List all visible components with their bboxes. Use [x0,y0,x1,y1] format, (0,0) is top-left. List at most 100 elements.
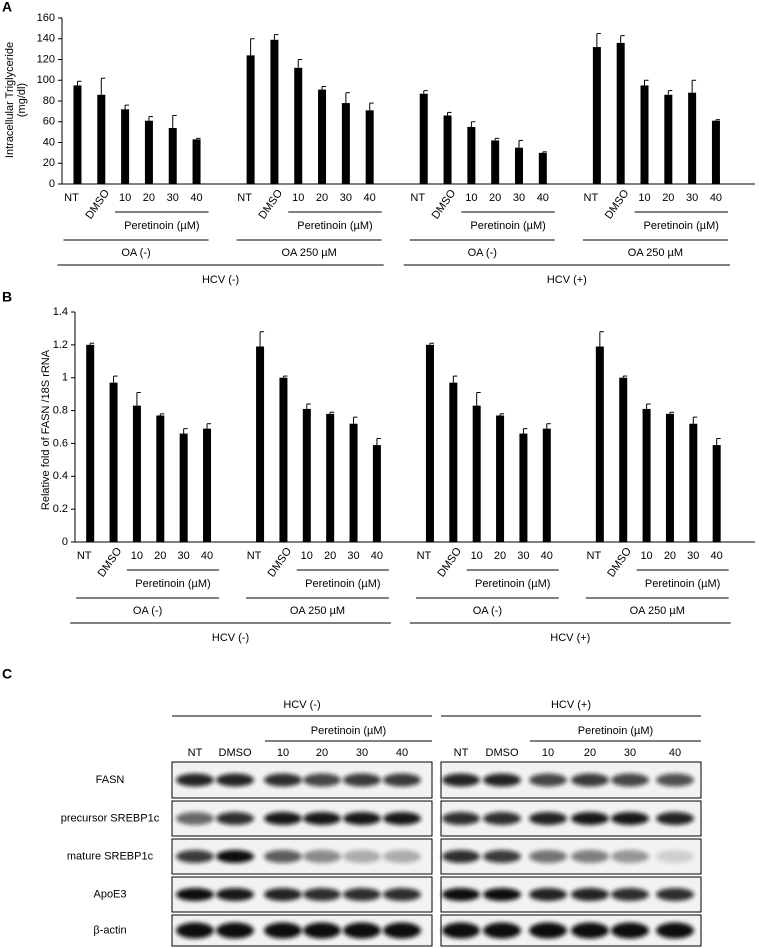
band [303,922,341,939]
bar [538,152,547,184]
x-tick-label: 40 [364,192,376,204]
x-tick-label: NT [410,192,425,204]
band [442,850,480,863]
x-tick-label: NT [77,550,92,562]
band [442,922,480,939]
band [303,773,341,787]
bar [496,415,505,542]
x-tick-label: 10 [301,550,313,562]
band [483,922,521,939]
oa-label: OA (-) [468,247,497,259]
band [442,888,480,901]
band [343,850,381,863]
band [483,888,521,901]
y-tick-label: 0.6 [53,437,68,449]
bar [132,405,141,542]
bar [712,445,721,542]
hcv-label: HCV (+) [551,699,591,711]
bar [419,93,428,184]
y-tick-label: 40 [43,136,55,148]
bar [318,89,327,184]
band [571,850,609,863]
lane-label: NT [454,747,469,759]
x-tick-label: 10 [638,192,650,204]
bar [294,67,303,184]
bar [542,428,551,542]
band [483,812,521,825]
band [571,812,609,825]
band [611,773,649,787]
band [442,773,480,787]
bar [449,382,458,542]
lane-label: 30 [624,747,636,759]
x-tick-label: 30 [686,192,698,204]
bar [302,408,311,542]
bar [519,433,528,542]
band [383,922,421,939]
lane-label: 40 [396,747,408,759]
y-tick-label: 100 [37,74,55,86]
band [216,812,254,825]
lane-label: NT [188,747,203,759]
y-tick-label: 140 [37,33,55,45]
bar [491,140,500,184]
y-tick-label: 0.2 [53,503,68,515]
x-tick-label: 10 [131,550,143,562]
treatment-label: Peretinoin (µM) [644,220,719,232]
band [303,812,341,825]
x-tick-label: 10 [292,192,304,204]
x-tick-label: 40 [371,550,383,562]
band [656,812,694,825]
band [656,850,694,863]
lane-label: DMSO [486,747,519,759]
bar [97,94,106,184]
treatment-label: Peretinoin (µM) [578,725,653,737]
band [176,850,214,863]
bar [203,428,212,542]
bar [279,377,288,542]
band [264,922,302,939]
x-tick-label: DMSO [83,187,112,221]
x-tick-label: 10 [471,550,483,562]
band [176,773,214,787]
oa-label: OA 250 µM [628,247,683,259]
x-tick-label: DMSO [257,187,286,221]
band [343,922,381,939]
x-tick-label: 20 [489,192,501,204]
band [656,888,694,901]
lane-label: 20 [584,747,596,759]
band [383,773,421,787]
hcv-label: HCV (-) [283,699,320,711]
y-axis-label: Intracellular Triglyceride [4,42,16,158]
band [176,888,214,901]
x-tick-label: 30 [517,550,529,562]
y-tick-label: 160 [37,12,55,24]
lane-label: 40 [669,747,681,759]
row-label: precursor SREBP1c [61,812,160,824]
bar [109,382,118,542]
x-tick-label: 40 [541,550,553,562]
bar [246,55,255,184]
bar [467,126,476,184]
y-tick-label: 120 [37,53,55,65]
band [529,850,567,863]
bar [168,127,177,184]
x-tick-label: 20 [316,192,328,204]
oa-label: OA (-) [473,605,502,617]
x-tick-label: 40 [710,192,722,204]
oa-label: OA 250 µM [282,247,337,259]
x-tick-label: 40 [190,192,202,204]
treatment-label: Peretinoin (µM) [470,220,545,232]
x-tick-label: 40 [537,192,549,204]
x-tick-label: 30 [178,550,190,562]
bar [349,423,358,542]
y-tick-label: 0 [49,178,55,190]
band [611,850,649,863]
oa-label: OA (-) [133,605,162,617]
bar [372,445,381,542]
x-tick-label: 10 [640,550,652,562]
y-tick-label: 0.4 [53,470,68,482]
treatment-label: Peretinoin (µM) [645,578,720,590]
band [216,850,254,863]
